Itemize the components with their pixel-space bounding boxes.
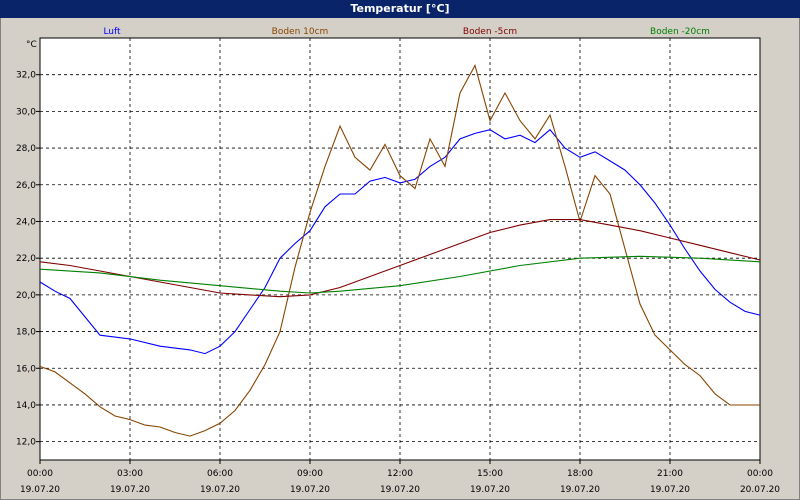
series-line-boden-10cm <box>39 64 760 437</box>
x-tick-time-label: 00:00 <box>27 469 53 479</box>
x-tick-date-label: 19.07.20 <box>200 485 240 495</box>
x-tick-time-label: 12:00 <box>387 469 413 479</box>
series-line-luft <box>39 128 761 355</box>
x-tick-time-label: 18:00 <box>567 469 593 479</box>
x-tick-time-label: 03:00 <box>117 469 143 479</box>
x-tick-time-label: 06:00 <box>207 469 233 479</box>
legend-entry: Boden 10cm <box>272 27 329 37</box>
series-line-boden-5cm <box>39 219 761 298</box>
x-tick-date-label: 20.07.20 <box>740 485 780 495</box>
x-tick-time-label: 00:00 <box>747 469 773 479</box>
y-tick-label: 30,0 <box>16 107 36 117</box>
x-tick-time-label: 09:00 <box>297 469 323 479</box>
legend: Luft Boden 10cm Boden -5cm Boden -20cm <box>103 27 710 37</box>
y-tick-label: 20,0 <box>16 291 36 301</box>
y-axis-ticks: 12,0 14,0 16,0 18,0 20,0 22,0 24,0 26,0 28,0 30,0… <box>16 71 40 448</box>
series-group <box>39 64 761 437</box>
x-tick-date-label: 19.07.20 <box>470 485 510 495</box>
x-tick-time-label: 21:00 <box>657 469 683 479</box>
y-tick-label: 26,0 <box>16 181 36 191</box>
y-tick-label: 32,0 <box>16 71 36 81</box>
legend-entry: Boden -20cm <box>650 27 710 37</box>
y-tick-label: 12,0 <box>16 438 36 448</box>
x-tick-date-label: 19.07.20 <box>560 485 600 495</box>
x-axis-ticks: 00:00 19.07.20 03:00 19.07.20 06:00 19.07.20 0… <box>20 460 780 495</box>
window-title: Temperatur [°C] <box>0 0 800 18</box>
y-tick-label: 28,0 <box>16 144 36 154</box>
y-tick-label: 14,0 <box>16 401 36 411</box>
x-tick-date-label: 19.07.20 <box>110 485 150 495</box>
x-tick-date-label: 19.07.20 <box>290 485 330 495</box>
y-tick-label: 18,0 <box>16 328 36 338</box>
y-tick-label: 22,0 <box>16 254 36 264</box>
y-tick-label: 16,0 <box>16 364 36 374</box>
y-tick-label: 24,0 <box>16 217 36 227</box>
x-tick-date-label: 19.07.20 <box>380 485 420 495</box>
x-tick-time-label: 15:00 <box>477 469 503 479</box>
x-tick-date-label: 19.07.20 <box>20 485 60 495</box>
x-tick-date-label: 19.07.20 <box>650 485 690 495</box>
y-axis-unit-label: °C <box>26 40 37 50</box>
series-line-boden-20cm <box>39 255 761 294</box>
grid <box>40 38 760 460</box>
legend-entry: Luft <box>103 27 121 37</box>
legend-entry: Boden -5cm <box>463 27 517 37</box>
